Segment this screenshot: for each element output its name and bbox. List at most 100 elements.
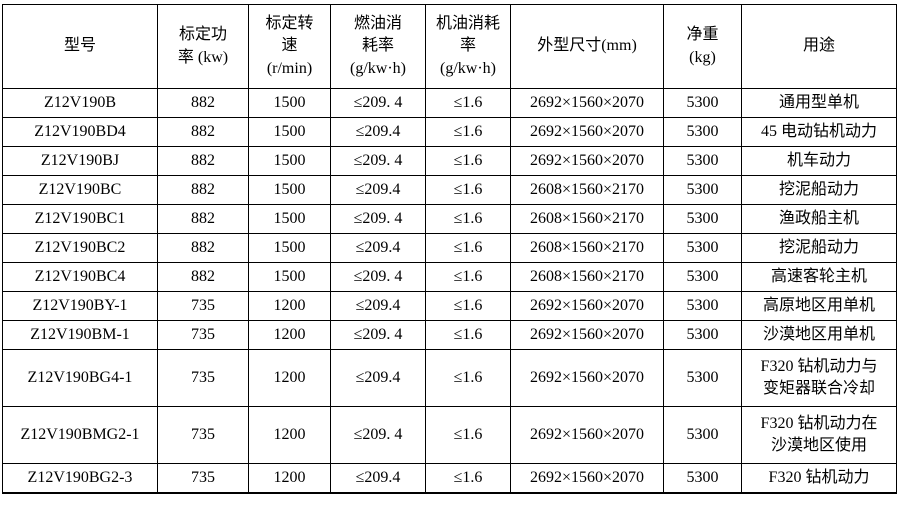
cell-power: 882 bbox=[157, 88, 249, 118]
cell-power: 882 bbox=[157, 233, 249, 263]
cell-weight: 5300 bbox=[663, 146, 742, 176]
cell-speed: 1200 bbox=[248, 320, 331, 350]
cell-oil: ≤1.6 bbox=[425, 175, 511, 205]
cell-dimensions: 2692×1560×2070 bbox=[510, 320, 664, 350]
table-body: Z12V190B 882 1500 ≤209. 4 ≤1.6 2692×1560×2070… bbox=[2, 88, 897, 493]
cell-weight: 5300 bbox=[663, 117, 742, 147]
cell-speed: 1200 bbox=[248, 291, 331, 321]
header-row: 型号 标定功 率 (kw) 标定转 速 (r/min) 燃油消 耗率 (g/kw… bbox=[2, 4, 897, 89]
cell-power: 735 bbox=[157, 406, 249, 464]
column-header-power: 标定功 率 (kw) bbox=[157, 4, 249, 89]
cell-use: 高原地区用单机 bbox=[741, 291, 897, 321]
cell-speed: 1500 bbox=[248, 262, 331, 292]
cell-use: 高速客轮主机 bbox=[741, 262, 897, 292]
cell-oil: ≤1.6 bbox=[425, 291, 511, 321]
cell-dimensions: 2692×1560×2070 bbox=[510, 146, 664, 176]
cell-oil: ≤1.6 bbox=[425, 463, 511, 493]
cell-speed: 1500 bbox=[248, 233, 331, 263]
table-row: Z12V190BY-1 735 1200 ≤209.4 ≤1.6 2692×1560×20… bbox=[2, 291, 897, 321]
cell-use: 沙漠地区用单机 bbox=[741, 320, 897, 350]
cell-oil: ≤1.6 bbox=[425, 117, 511, 147]
cell-speed: 1500 bbox=[248, 175, 331, 205]
cell-weight: 5300 bbox=[663, 204, 742, 234]
cell-dimensions: 2608×1560×2170 bbox=[510, 262, 664, 292]
cell-fuel: ≤209. 4 bbox=[330, 204, 426, 234]
engine-spec-table: 型号 标定功 率 (kw) 标定转 速 (r/min) 燃油消 耗率 (g/kw… bbox=[2, 4, 897, 494]
cell-use: 45 电动钻机动力 bbox=[741, 117, 897, 147]
cell-model: Z12V190BJ bbox=[2, 146, 158, 176]
cell-model: Z12V190BC1 bbox=[2, 204, 158, 234]
cell-speed: 1500 bbox=[248, 204, 331, 234]
cell-fuel: ≤209.4 bbox=[330, 349, 426, 407]
cell-weight: 5300 bbox=[663, 406, 742, 464]
cell-oil: ≤1.6 bbox=[425, 233, 511, 263]
cell-oil: ≤1.6 bbox=[425, 262, 511, 292]
cell-weight: 5300 bbox=[663, 349, 742, 407]
cell-weight: 5300 bbox=[663, 175, 742, 205]
table-row: Z12V190BD4 882 1500 ≤209.4 ≤1.6 2692×1560×207… bbox=[2, 117, 897, 147]
cell-oil: ≤1.6 bbox=[425, 88, 511, 118]
column-header-speed: 标定转 速 (r/min) bbox=[248, 4, 331, 89]
cell-use: 机车动力 bbox=[741, 146, 897, 176]
cell-model: Z12V190BC4 bbox=[2, 262, 158, 292]
cell-use: 渔政船主机 bbox=[741, 204, 897, 234]
cell-dimensions: 2692×1560×2070 bbox=[510, 88, 664, 118]
cell-dimensions: 2692×1560×2070 bbox=[510, 406, 664, 464]
cell-fuel: ≤209.4 bbox=[330, 175, 426, 205]
cell-power: 735 bbox=[157, 463, 249, 493]
cell-fuel: ≤209. 4 bbox=[330, 146, 426, 176]
table-row: Z12V190BG4-1 735 1200 ≤209.4 ≤1.6 2692×1560×2… bbox=[2, 349, 897, 407]
table-row: Z12V190BC4 882 1500 ≤209. 4 ≤1.6 2608×1560×21… bbox=[2, 262, 897, 292]
cell-dimensions: 2608×1560×2170 bbox=[510, 204, 664, 234]
cell-dimensions: 2692×1560×2070 bbox=[510, 463, 664, 493]
cell-power: 735 bbox=[157, 320, 249, 350]
cell-fuel: ≤209.4 bbox=[330, 291, 426, 321]
table-row: Z12V190BMG2-1 735 1200 ≤209. 4 ≤1.6 2692×1560… bbox=[2, 406, 897, 464]
cell-power: 882 bbox=[157, 146, 249, 176]
table-row: Z12V190BG2-3 735 1200 ≤209.4 ≤1.6 2692×1560×2… bbox=[2, 463, 897, 493]
cell-model: Z12V190BMG2-1 bbox=[2, 406, 158, 464]
table-row: Z12V190BC2 882 1500 ≤209.4 ≤1.6 2608×1560×217… bbox=[2, 233, 897, 263]
cell-speed: 1500 bbox=[248, 88, 331, 118]
cell-power: 882 bbox=[157, 175, 249, 205]
cell-oil: ≤1.6 bbox=[425, 349, 511, 407]
cell-use: F320 钻机动力 bbox=[741, 463, 897, 493]
cell-speed: 1200 bbox=[248, 349, 331, 407]
cell-weight: 5300 bbox=[663, 291, 742, 321]
cell-weight: 5300 bbox=[663, 463, 742, 493]
cell-fuel: ≤209. 4 bbox=[330, 88, 426, 118]
cell-dimensions: 2692×1560×2070 bbox=[510, 291, 664, 321]
cell-model: Z12V190B bbox=[2, 88, 158, 118]
column-header-fuel: 燃油消 耗率 (g/kw·h) bbox=[330, 4, 426, 89]
cell-use: F320 钻机动力与 变矩器联合冷却 bbox=[741, 349, 897, 407]
cell-use: 挖泥船动力 bbox=[741, 175, 897, 205]
cell-speed: 1500 bbox=[248, 117, 331, 147]
cell-weight: 5300 bbox=[663, 320, 742, 350]
cell-power: 882 bbox=[157, 117, 249, 147]
table-row: Z12V190B 882 1500 ≤209. 4 ≤1.6 2692×1560×2070… bbox=[2, 88, 897, 118]
cell-fuel: ≤209.4 bbox=[330, 463, 426, 493]
cell-weight: 5300 bbox=[663, 88, 742, 118]
cell-model: Z12V190BG2-3 bbox=[2, 463, 158, 493]
table-row: Z12V190BC 882 1500 ≤209.4 ≤1.6 2608×1560×2170… bbox=[2, 175, 897, 205]
table-header: 型号 标定功 率 (kw) 标定转 速 (r/min) 燃油消 耗率 (g/kw… bbox=[2, 4, 897, 89]
cell-power: 735 bbox=[157, 291, 249, 321]
cell-speed: 1200 bbox=[248, 406, 331, 464]
cell-weight: 5300 bbox=[663, 262, 742, 292]
column-header-use: 用途 bbox=[741, 4, 897, 89]
cell-use: 挖泥船动力 bbox=[741, 233, 897, 263]
cell-use: 通用型单机 bbox=[741, 88, 897, 118]
cell-use: F320 钻机动力在 沙漠地区使用 bbox=[741, 406, 897, 464]
column-header-weight: 净重 (kg) bbox=[663, 4, 742, 89]
cell-fuel: ≤209.4 bbox=[330, 117, 426, 147]
column-header-oil: 机油消耗 率 (g/kw·h) bbox=[425, 4, 511, 89]
cell-power: 882 bbox=[157, 204, 249, 234]
cell-power: 882 bbox=[157, 262, 249, 292]
table-row: Z12V190BJ 882 1500 ≤209. 4 ≤1.6 2692×1560×207… bbox=[2, 146, 897, 176]
cell-dimensions: 2692×1560×2070 bbox=[510, 349, 664, 407]
cell-oil: ≤1.6 bbox=[425, 406, 511, 464]
column-header-model: 型号 bbox=[2, 4, 158, 89]
cell-fuel: ≤209. 4 bbox=[330, 406, 426, 464]
cell-model: Z12V190BY-1 bbox=[2, 291, 158, 321]
